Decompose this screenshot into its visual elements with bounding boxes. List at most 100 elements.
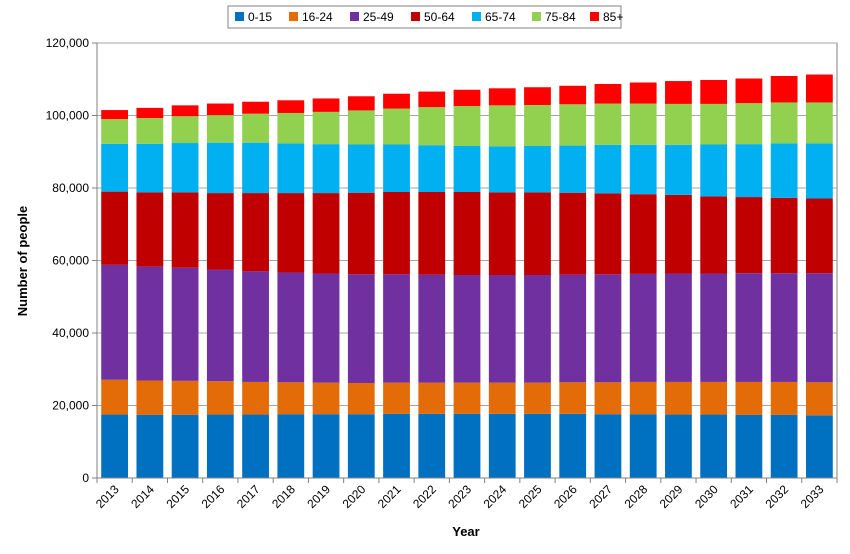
y-axis-ticks: 0 20,000 40,000 60,000 80,000 100,000 120,000	[46, 36, 97, 485]
bar-segment-65-74-2017	[242, 142, 269, 194]
x-tick-label: 2024	[481, 482, 510, 511]
legend-label-85+: 85+	[603, 10, 623, 24]
x-tick-label: 2019	[304, 482, 333, 511]
bars	[101, 74, 833, 478]
y-tick-label: 60,000	[52, 254, 89, 268]
x-tick-label: 2014	[128, 482, 157, 511]
bar-segment-65-74-2027	[594, 144, 622, 194]
x-tick-label: 2029	[657, 482, 686, 511]
bar-segment-65-74-2026	[559, 145, 587, 193]
bar-segment-50-64-2024	[488, 192, 516, 275]
bar-segment-65-74-2016	[206, 142, 234, 194]
bar-segment-50-64-2029	[665, 194, 692, 274]
bar-segment-0-15-2025	[524, 413, 551, 478]
bar-segment-65-74-2033	[805, 143, 833, 199]
bar-segment-65-74-2028	[629, 144, 657, 195]
bar-segment-25-49-2022	[418, 274, 446, 383]
bar-segment-16-24-2024	[488, 382, 516, 414]
bar-segment-0-15-2026	[559, 413, 587, 478]
bar-segment-65-74-2029	[665, 144, 692, 195]
x-tick-label: 2027	[586, 482, 615, 511]
bar-segment-25-49-2029	[665, 273, 692, 382]
bar-segment-85+-2029	[665, 81, 692, 104]
bar-segment-50-64-2023	[453, 191, 481, 275]
bar-segment-85+-2018	[277, 100, 305, 113]
bar-segment-16-24-2025	[524, 382, 551, 414]
bar-segment-16-24-2026	[559, 382, 587, 414]
bar-segment-85+-2014	[136, 107, 164, 119]
bar-segment-85+-2015	[171, 105, 199, 117]
bar-segment-0-15-2023	[453, 413, 481, 478]
y-tick-label: 100,000	[46, 109, 90, 123]
bar-segment-75-84-2033	[805, 102, 833, 144]
bar-segment-85+-2022	[418, 91, 446, 108]
bar-segment-85+-2032	[770, 75, 798, 103]
bar-segment-65-74-2030	[700, 144, 728, 197]
x-tick-label: 2028	[622, 482, 651, 511]
bar-segment-50-64-2027	[594, 193, 622, 275]
bar-segment-65-74-2021	[383, 144, 410, 192]
legend-swatch-16-24	[289, 12, 298, 21]
bar-segment-25-49-2020	[347, 274, 375, 384]
bar-segment-0-15-2018	[277, 414, 305, 478]
bar-segment-16-24-2027	[594, 382, 622, 415]
x-tick-label: 2032	[762, 482, 791, 511]
x-axis-ticks: 2013 2014 2015 2016 2017 2018 2019 2020 2021 2022…	[93, 478, 838, 511]
bar-segment-50-64-2028	[629, 194, 657, 274]
bar-segment-25-49-2019	[312, 273, 340, 383]
y-tick-label: 80,000	[52, 181, 89, 195]
bar-segment-85+-2025	[524, 87, 551, 105]
bar-segment-50-64-2030	[700, 196, 728, 274]
bar-segment-50-64-2015	[171, 192, 199, 268]
bar-segment-75-84-2023	[453, 106, 481, 146]
bar-segment-25-49-2031	[735, 273, 763, 382]
bar-segment-0-15-2021	[383, 413, 410, 478]
bar-segment-50-64-2013	[101, 191, 129, 265]
bar-segment-0-15-2024	[488, 413, 516, 478]
bar-segment-16-24-2023	[453, 382, 481, 414]
bar-segment-16-24-2021	[383, 382, 410, 414]
bar-segment-25-49-2030	[700, 273, 728, 382]
bar-segment-25-49-2018	[277, 272, 305, 383]
bar-segment-50-64-2018	[277, 193, 305, 273]
bar-segment-16-24-2033	[805, 382, 833, 416]
bar-segment-16-24-2020	[347, 383, 375, 415]
bar-segment-16-24-2028	[629, 381, 657, 415]
bar-segment-75-84-2024	[488, 105, 516, 147]
bar-segment-85+-2016	[206, 103, 234, 116]
bar-segment-16-24-2032	[770, 381, 798, 415]
bar-segment-16-24-2019	[312, 382, 340, 415]
bar-segment-85+-2027	[594, 83, 622, 104]
x-tick-label: 2021	[375, 482, 404, 511]
bar-segment-25-49-2016	[206, 269, 234, 382]
bar-segment-50-64-2016	[206, 193, 234, 270]
x-tick-label: 2031	[727, 482, 756, 511]
bar-segment-85+-2031	[735, 78, 763, 104]
bar-segment-16-24-2013	[101, 379, 129, 415]
bar-segment-25-49-2023	[453, 275, 481, 383]
bar-segment-50-64-2014	[136, 192, 164, 267]
legend-swatch-65-74	[472, 12, 481, 21]
bar-segment-0-15-2029	[665, 414, 692, 478]
legend-box	[227, 5, 622, 29]
bar-segment-75-84-2032	[770, 102, 798, 144]
y-tick-label: 120,000	[46, 36, 90, 50]
bar-segment-50-64-2025	[524, 192, 551, 275]
y-tick-label: 0	[82, 471, 89, 485]
bar-segment-50-64-2022	[418, 191, 446, 275]
bar-segment-75-84-2015	[171, 116, 199, 144]
y-axis-title: Number of people	[15, 206, 30, 317]
bar-segment-65-74-2023	[453, 145, 481, 192]
bar-segment-75-84-2017	[242, 113, 269, 143]
bar-segment-25-49-2025	[524, 275, 551, 383]
bar-segment-16-24-2022	[418, 382, 446, 414]
bar-segment-65-74-2018	[277, 143, 305, 194]
bar-segment-65-74-2025	[524, 145, 551, 193]
bar-segment-75-84-2025	[524, 104, 551, 146]
bar-segment-0-15-2028	[629, 414, 657, 478]
legend-swatch-50-64	[411, 12, 420, 21]
legend-swatch-0-15	[235, 12, 244, 21]
bar-segment-16-24-2015	[171, 380, 199, 415]
bar-segment-75-84-2022	[418, 107, 446, 146]
